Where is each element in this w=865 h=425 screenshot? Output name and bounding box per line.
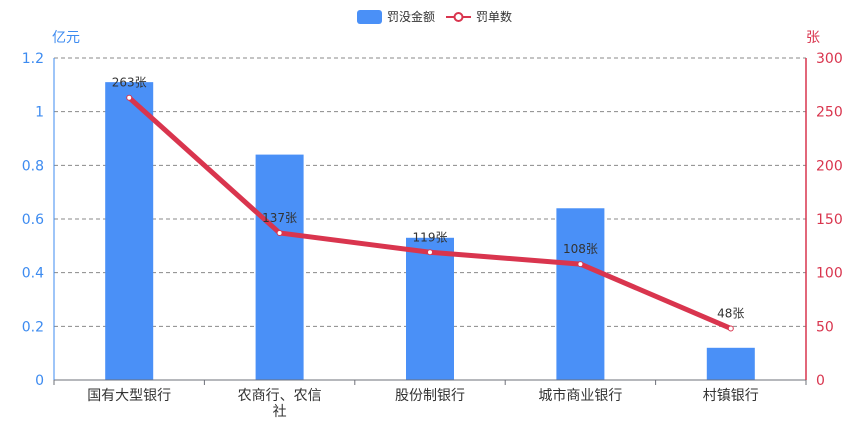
left-tick-label: 0.6 xyxy=(22,212,44,228)
x-tick-label: 城市商业银行 xyxy=(538,387,622,404)
right-tick-label: 250 xyxy=(816,105,843,121)
data-labels: 263张 137张 119张 108张 48张 xyxy=(112,76,745,321)
x-tick-label: 农商行、农信社 xyxy=(238,388,322,420)
x-tick-label: 国有大型银行 xyxy=(87,388,171,404)
right-tick-label: 300 xyxy=(816,51,843,67)
left-axis-unit: 亿元 xyxy=(52,30,80,46)
line-point[interactable] xyxy=(577,261,584,268)
axes: 0 0 0.2 50 0.4 100 0.6 150 0.8 200 1 250 1.2 300 国有大型银… xyxy=(22,51,843,420)
right-axis-unit: 张 xyxy=(806,30,820,46)
x-tick-label: 股份制银行 xyxy=(395,388,465,404)
bar[interactable] xyxy=(105,82,154,381)
left-tick-label: 0.2 xyxy=(22,319,44,335)
legend: 罚没金额 罚单数 xyxy=(357,9,512,24)
bar[interactable] xyxy=(556,208,605,380)
left-tick-label: 0.4 xyxy=(22,266,44,282)
line-series xyxy=(126,94,734,332)
bars xyxy=(105,82,755,381)
right-tick-label: 50 xyxy=(816,319,834,335)
left-tick-label: 1 xyxy=(35,105,44,121)
legend-bar-swatch[interactable] xyxy=(357,10,382,24)
grid xyxy=(54,57,806,327)
legend-line-label[interactable]: 罚单数 xyxy=(476,9,512,24)
legend-bar-label[interactable]: 罚没金额 xyxy=(387,9,435,24)
bar[interactable] xyxy=(406,237,454,380)
left-tick-label: 0 xyxy=(35,373,44,389)
right-tick-label: 0 xyxy=(816,373,825,389)
line-point[interactable] xyxy=(126,94,133,101)
right-tick-label: 200 xyxy=(816,158,843,174)
bar[interactable] xyxy=(255,154,304,380)
data-label: 263张 xyxy=(112,76,147,90)
left-tick-label: 0.8 xyxy=(22,158,44,174)
data-label: 137张 xyxy=(262,211,297,225)
line-point[interactable] xyxy=(276,229,283,236)
right-tick-label: 100 xyxy=(816,266,843,282)
x-tick-label: 村镇银行 xyxy=(703,388,759,404)
data-label: 48张 xyxy=(717,306,744,320)
line-point[interactable] xyxy=(727,325,734,332)
data-label: 108张 xyxy=(563,242,598,256)
line-point[interactable] xyxy=(427,249,433,256)
legend-line-marker[interactable] xyxy=(453,12,464,22)
right-tick-label: 150 xyxy=(816,212,843,228)
data-label: 119张 xyxy=(413,230,448,244)
left-tick-label: 1.2 xyxy=(22,51,44,67)
bar[interactable] xyxy=(706,347,755,380)
